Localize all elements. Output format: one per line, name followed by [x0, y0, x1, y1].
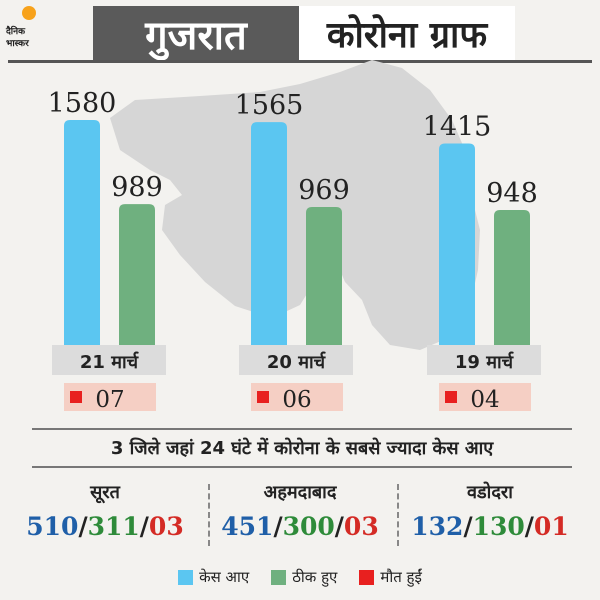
city-cases: 132 [411, 512, 464, 541]
city-deaths: 01 [533, 512, 569, 541]
page-title: कोरोना ग्राफ [299, 6, 515, 60]
city-recovered: 311 [87, 512, 140, 541]
bar-recovered [494, 210, 530, 345]
legend-item-recovered: ठीक हुए [271, 567, 337, 587]
date-label: 21 मार्च [80, 351, 140, 373]
bar-cases [439, 143, 475, 345]
bar-recovered [119, 204, 155, 345]
legend-item-cases: केस आए [178, 567, 249, 587]
logo-text-line1: दैनिक [6, 27, 26, 37]
district-stats-title: 3 जिले जहां 24 घंटे में कोरोना के सबसे ज… [32, 428, 572, 468]
divider [208, 484, 210, 546]
city-surat: सूरत 510/311/03 [10, 480, 200, 541]
bar-chart: 1580 989 21 मार्च 07 1565 969 20 मार्च 06 1415 94… [48, 60, 541, 413]
bar-cases [251, 122, 287, 345]
city-ahmedabad: अहमदाबाद 451/300/03 [205, 480, 395, 541]
value-label-recovered: 948 [486, 178, 538, 209]
legend-label: मौत हुईं [380, 568, 422, 586]
legend-item-deaths: मौत हुईं [359, 567, 422, 587]
city-values: 132/130/01 [411, 512, 569, 541]
value-label-cases: 1580 [48, 88, 117, 119]
bar-cases [64, 120, 100, 345]
value-label-recovered: 989 [111, 172, 163, 203]
date-label: 20 मार्च [267, 351, 327, 373]
value-label-cases: 1415 [423, 111, 492, 142]
city-recovered: 130 [472, 512, 525, 541]
logo: दैनिक भास्कर [6, 6, 50, 54]
city-deaths: 03 [343, 512, 379, 541]
legend-swatch [178, 569, 194, 585]
divider [397, 484, 399, 546]
date-label-box [427, 345, 541, 375]
header: दैनिक भास्कर गुजरात कोरोना ग्राफ [0, 0, 600, 63]
legend-label: केस आए [199, 568, 250, 586]
city-deaths: 03 [148, 512, 184, 541]
city-cases: 510 [26, 512, 79, 541]
state-title: गुजरात [93, 6, 299, 60]
legend: केस आए ठीक हुए मौत हुईं [0, 565, 600, 589]
city-name: वडोदरा [467, 482, 513, 503]
date-label: 19 मार्च [455, 351, 515, 373]
city-name: अहमदाबाद [263, 482, 337, 503]
city-values: 510/311/03 [26, 512, 184, 541]
city-name: सूरत [90, 482, 120, 503]
bar-recovered [306, 207, 342, 345]
city-cases: 451 [221, 512, 274, 541]
death-marker-icon [70, 391, 82, 403]
value-label-recovered: 969 [298, 175, 350, 206]
legend-label: ठीक हुए [292, 568, 338, 586]
city-vadodara: वडोदरा 132/130/01 [395, 480, 585, 541]
date-label-box [239, 345, 353, 375]
death-marker-icon [445, 391, 457, 403]
city-values: 451/300/03 [221, 512, 379, 541]
gujarat-map-silhouette [110, 60, 480, 350]
header-rule [8, 60, 592, 63]
death-count: 04 [470, 387, 499, 413]
value-label-cases: 1565 [235, 90, 304, 121]
death-count: 06 [282, 387, 311, 413]
date-label-box [52, 345, 166, 375]
death-count: 07 [95, 387, 124, 413]
legend-swatch [359, 569, 375, 585]
logo-text-line2: भास्कर [6, 39, 29, 49]
city-recovered: 300 [282, 512, 335, 541]
death-marker-icon [257, 391, 269, 403]
legend-swatch [271, 569, 287, 585]
sun-icon [22, 6, 36, 20]
